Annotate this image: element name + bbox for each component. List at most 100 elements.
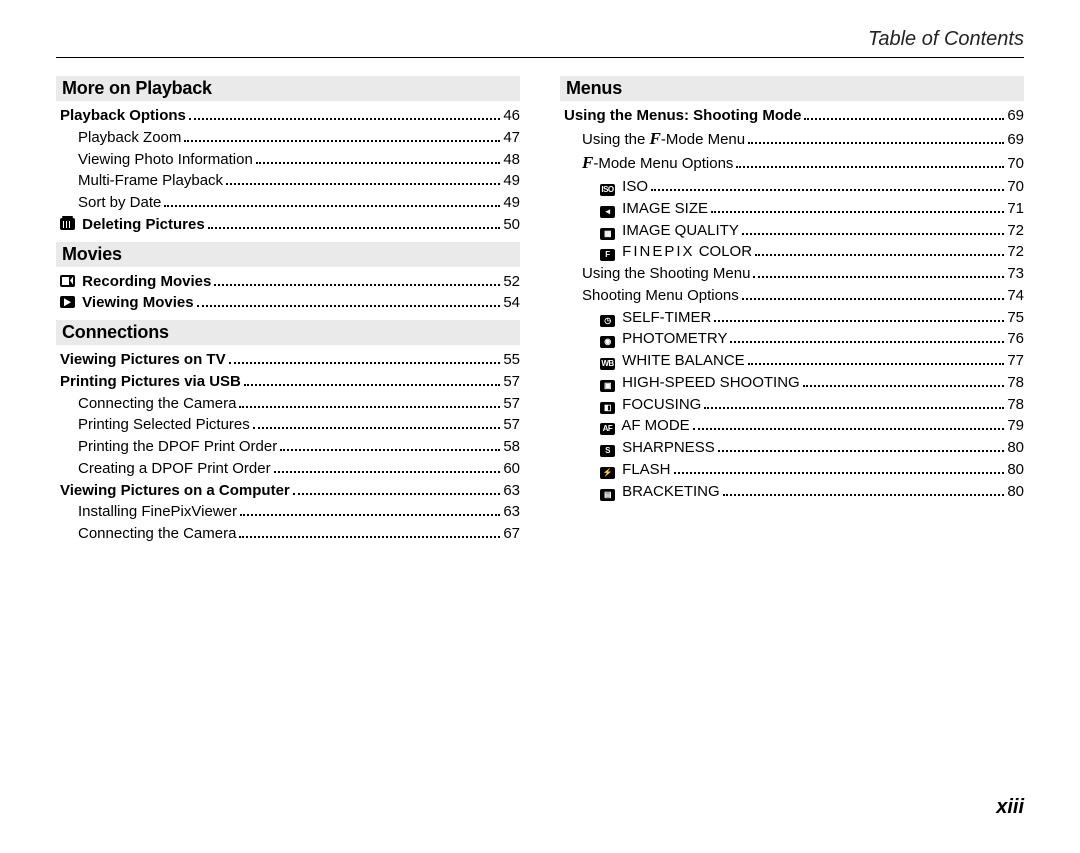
toc-row-label: Viewing Pictures on TV <box>60 349 226 371</box>
toc-row[interactable]: Installing FinePixViewer63 <box>56 501 520 523</box>
toc-page-number: 46 <box>503 105 520 127</box>
toc-row[interactable]: Connecting the Camera67 <box>56 523 520 545</box>
toc-page-number: 57 <box>503 371 520 393</box>
toc-row[interactable]: ▦ IMAGE QUALITY72 <box>560 220 1024 242</box>
toc-leader <box>755 246 1004 256</box>
menu-badge-icon: F <box>600 249 615 261</box>
toc-row-label: AF AF MODE <box>600 415 690 437</box>
toc-leader <box>742 290 1005 300</box>
toc-row[interactable]: AF AF MODE79 <box>560 415 1024 437</box>
toc-leader <box>256 153 500 163</box>
toc-leader <box>803 377 1005 387</box>
toc-row-label: ◉ PHOTOMETRY <box>600 328 727 350</box>
toc-row[interactable]: ◧ FOCUSING78 <box>560 394 1024 416</box>
toc-row-label: Viewing Photo Information <box>78 149 253 171</box>
toc-row[interactable]: F FINEPIX COLOR 72 <box>560 241 1024 263</box>
toc-page-number: 47 <box>503 127 520 149</box>
toc-page-number: 80 <box>1007 459 1024 481</box>
toc-row[interactable]: Connecting the Camera57 <box>56 393 520 415</box>
toc-section-header: Connections <box>56 320 520 345</box>
toc-row[interactable]: Printing Selected Pictures57 <box>56 414 520 436</box>
menu-badge-icon: ▣ <box>600 380 615 392</box>
toc-leader <box>274 463 501 473</box>
toc-row[interactable]: Viewing Pictures on TV 55 <box>56 349 520 371</box>
toc-row[interactable]: Multi-Frame Playback49 <box>56 170 520 192</box>
toc-row-label: ▦ IMAGE QUALITY <box>600 220 739 242</box>
toc-row[interactable]: Using the F-Mode Menu69 <box>560 127 1024 152</box>
toc-row-label: Deleting Pictures <box>60 214 205 236</box>
menu-badge-icon: WB <box>600 358 615 370</box>
toc-row[interactable]: Creating a DPOF Print Order60 <box>56 458 520 480</box>
toc-row[interactable]: Using the Menus: Shooting Mode 69 <box>560 105 1024 127</box>
toc-page-number: 76 <box>1007 328 1024 350</box>
toc-row-label: Multi-Frame Playback <box>78 170 223 192</box>
toc-row[interactable]: Sort by Date49 <box>56 192 520 214</box>
toc-row[interactable]: ISO ISO70 <box>560 176 1024 198</box>
toc-row[interactable]: Playback Options46 <box>56 105 520 127</box>
toc-row-label: Using the F-Mode Menu <box>582 127 745 152</box>
toc-row[interactable]: WB WHITE BALANCE 77 <box>560 350 1024 372</box>
toc-row[interactable]: ⚡ FLASH80 <box>560 459 1024 481</box>
toc-leader <box>736 158 1004 168</box>
toc-leader <box>730 333 1004 343</box>
toc-row[interactable]: F-Mode Menu Options70 <box>560 151 1024 176</box>
toc-page-number: 74 <box>1007 285 1024 307</box>
toc-row[interactable]: Viewing Photo Information48 <box>56 149 520 171</box>
menu-badge-icon: ISO <box>600 184 615 196</box>
toc-leader <box>723 485 1005 495</box>
menu-badge-icon: ▤ <box>600 489 615 501</box>
toc-row-label: Using the Shooting Menu <box>582 263 750 285</box>
page-number: xiii <box>996 796 1024 819</box>
toc-row[interactable]: S SHARPNESS80 <box>560 437 1024 459</box>
toc-page-number: 78 <box>1007 372 1024 394</box>
toc-row-label: WB WHITE BALANCE <box>600 350 745 372</box>
toc-row[interactable]: Printing Pictures via USB 57 <box>56 371 520 393</box>
toc-page-number: 60 <box>503 458 520 480</box>
toc-row[interactable]: ▤ BRACKETING80 <box>560 481 1024 503</box>
toc-row[interactable]: Recording Movies52 <box>56 271 520 293</box>
toc-row-label: Printing Pictures via USB <box>60 371 241 393</box>
toc-page-number: 63 <box>503 480 520 502</box>
toc-row[interactable]: ◉ PHOTOMETRY 76 <box>560 328 1024 350</box>
toc-page-number: 77 <box>1007 350 1024 372</box>
toc-leader <box>651 181 1004 191</box>
play-icon <box>60 296 75 308</box>
toc-leader <box>239 397 500 407</box>
toc-leader <box>226 175 500 185</box>
toc-page-number: 72 <box>1007 241 1024 263</box>
toc-row-label: Viewing Pictures on a Computer <box>60 480 290 502</box>
toc-page-number: 69 <box>1007 105 1024 127</box>
toc-row[interactable]: ◷ SELF-TIMER75 <box>560 307 1024 329</box>
toc-row-label: Using the Menus: Shooting Mode <box>564 105 801 127</box>
toc-row-label: Connecting the Camera <box>78 393 236 415</box>
toc-leader <box>293 484 501 494</box>
toc-page-number: 75 <box>1007 307 1024 329</box>
toc-row-label: F FINEPIX COLOR <box>600 241 752 263</box>
toc-page-number: 71 <box>1007 198 1024 220</box>
menu-badge-icon: ⚡ <box>600 467 615 479</box>
toc-row[interactable]: Using the Shooting Menu73 <box>560 263 1024 285</box>
menu-badge-icon: ◉ <box>600 336 615 348</box>
toc-leader <box>693 420 1005 430</box>
toc-row[interactable]: Viewing Pictures on a Computer 63 <box>56 480 520 502</box>
toc-row[interactable]: Deleting Pictures50 <box>56 214 520 236</box>
toc-row[interactable]: ▣ HIGH-SPEED SHOOTING78 <box>560 372 1024 394</box>
toc-leader <box>704 398 1004 408</box>
menu-badge-icon: ◄ <box>600 206 615 218</box>
toc-row[interactable]: ◄ IMAGE SIZE 71 <box>560 198 1024 220</box>
toc-row[interactable]: Playback Zoom47 <box>56 127 520 149</box>
toc-leader <box>748 355 1005 365</box>
menu-badge-icon: S <box>600 445 615 457</box>
toc-page-number: 55 <box>503 349 520 371</box>
toc-row-label: ◄ IMAGE SIZE <box>600 198 708 220</box>
toc-page-number: 54 <box>503 292 520 314</box>
toc-left-column: More on PlaybackPlayback Options46Playba… <box>56 70 520 545</box>
toc-leader <box>280 441 500 451</box>
toc-row[interactable]: Shooting Menu Options74 <box>560 285 1024 307</box>
toc-row[interactable]: Printing the DPOF Print Order58 <box>56 436 520 458</box>
menu-badge-icon: AF <box>600 423 615 435</box>
toc-row[interactable]: Viewing Movies54 <box>56 292 520 314</box>
menu-badge-icon: ◷ <box>600 315 615 327</box>
toc-page-number: 58 <box>503 436 520 458</box>
toc-row-label: F-Mode Menu Options <box>582 151 733 176</box>
